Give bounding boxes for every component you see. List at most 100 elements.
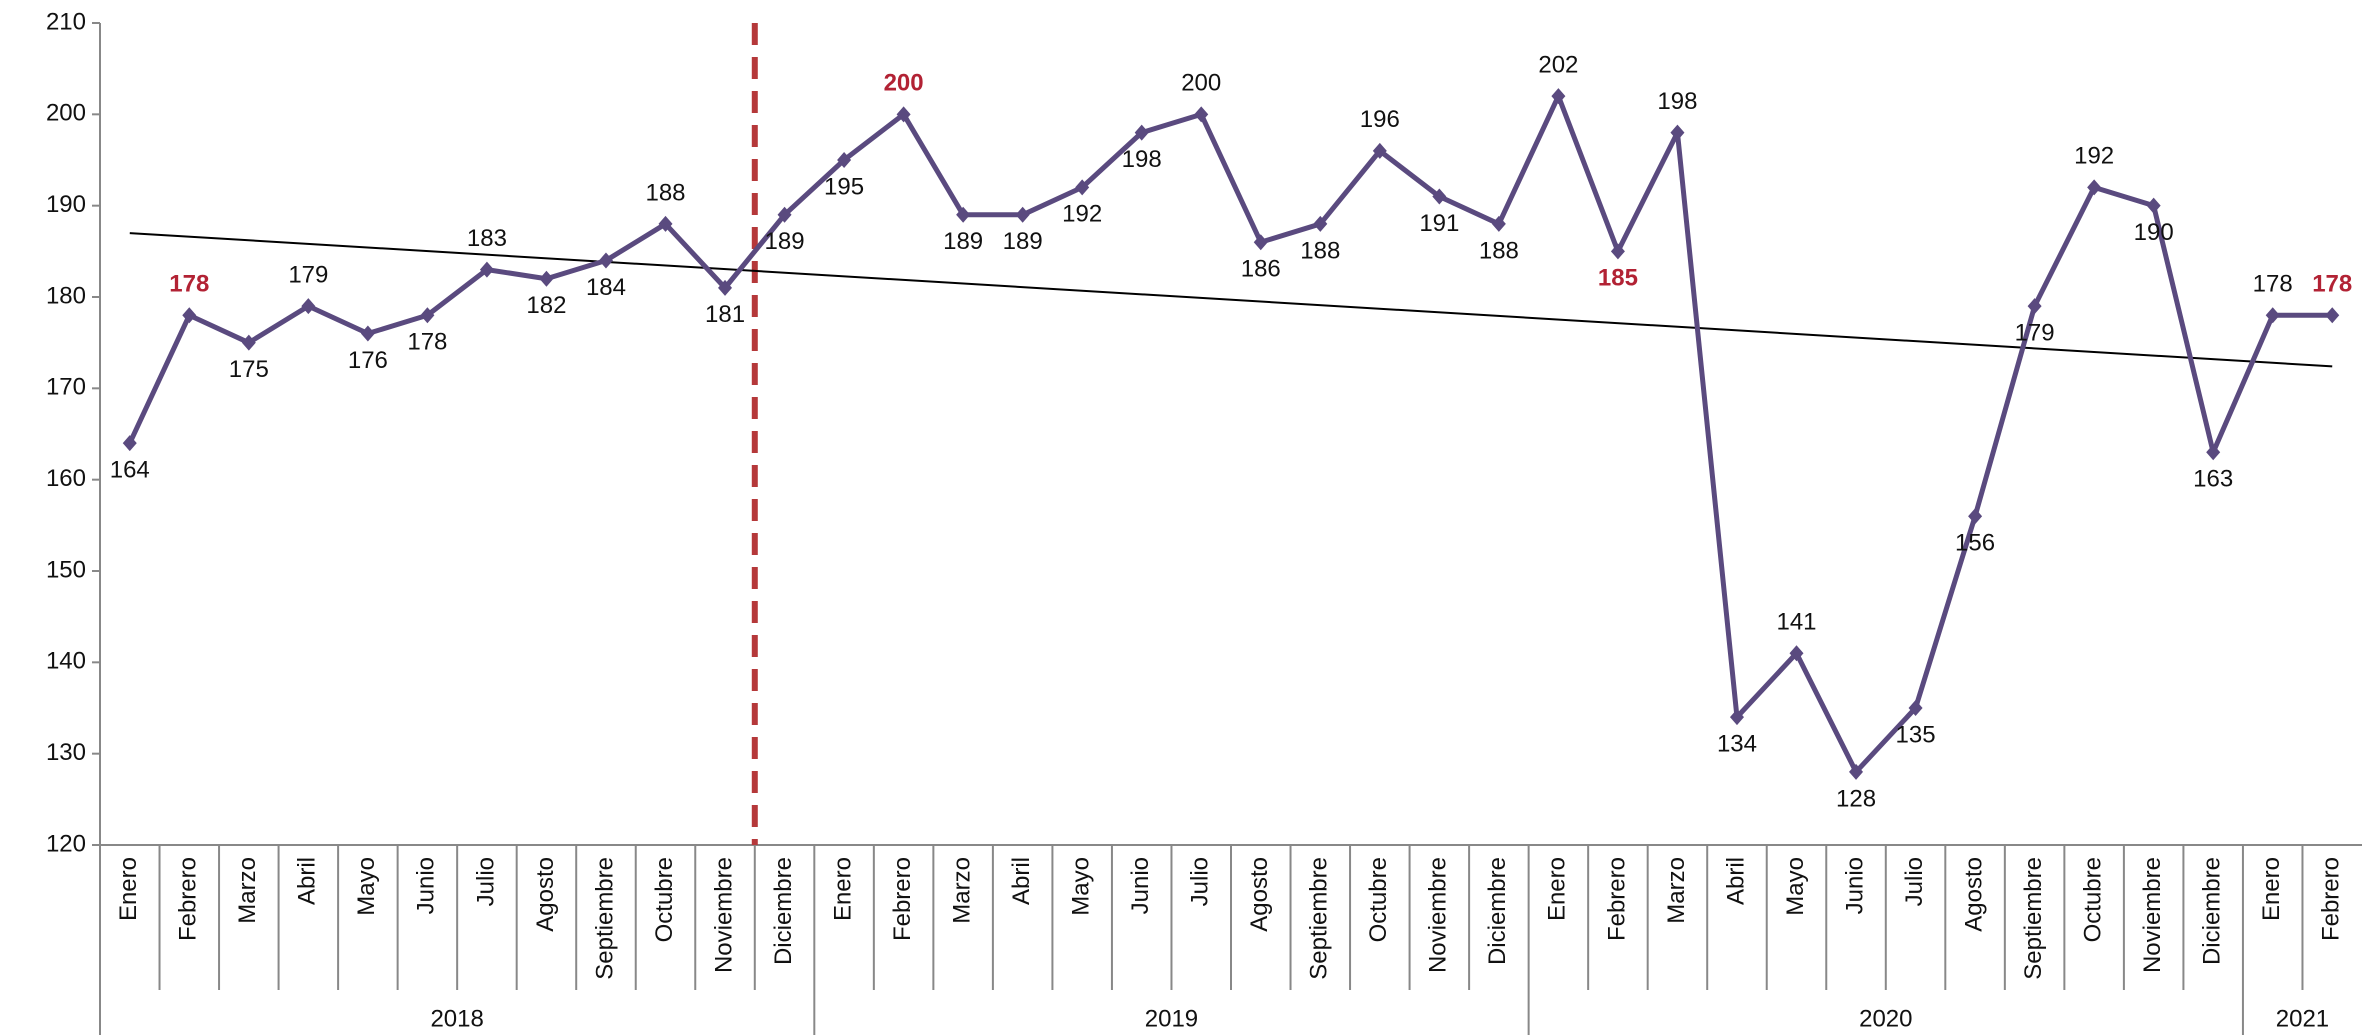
x-tick-label: Agosto <box>1960 857 1987 932</box>
data-point <box>1849 763 1864 780</box>
data-point <box>896 106 911 123</box>
data-label: 189 <box>943 228 983 255</box>
x-tick-label: Abril <box>1722 857 1749 905</box>
group-label: 2019 <box>1145 1005 1198 1032</box>
x-tick-label: Junio <box>1841 857 1868 914</box>
data-point <box>1432 188 1447 205</box>
data-label: 189 <box>1003 228 1043 255</box>
x-tick-label: Noviembre <box>2139 857 2166 973</box>
x-tick-label: Julio <box>1901 857 1928 906</box>
data-label: 188 <box>645 179 685 206</box>
x-tick-label: Noviembre <box>710 857 737 973</box>
data-label: 202 <box>1538 51 1578 78</box>
data-label: 198 <box>1657 88 1697 115</box>
data-point <box>1134 124 1149 141</box>
x-tick-label: Julio <box>472 857 499 906</box>
x-tick-label: Marzo <box>948 857 975 924</box>
data-label: 185 <box>1598 265 1638 292</box>
data-point <box>301 298 316 315</box>
x-tick-label: Febrero <box>2318 857 2345 941</box>
data-label: 178 <box>169 271 209 298</box>
y-tick-label: 190 <box>46 191 86 218</box>
x-tick-label: Septiembre <box>1306 857 1333 980</box>
data-label: 183 <box>467 225 507 252</box>
data-line <box>127 93 2333 775</box>
data-point <box>1015 206 1030 223</box>
x-tick-label: Septiembre <box>2020 857 2047 980</box>
x-tick-label: Mayo <box>1068 857 1095 916</box>
y-tick-label: 200 <box>46 100 86 127</box>
data-label: 186 <box>1241 256 1281 283</box>
data-label: 178 <box>2312 271 2352 298</box>
data-label: 200 <box>884 70 924 97</box>
x-tick-label: Abril <box>1008 857 1035 905</box>
data-label: 179 <box>2015 319 2055 346</box>
x-tick-label: Enero <box>829 857 856 921</box>
data-label: 134 <box>1717 730 1757 757</box>
data-point <box>1253 234 1268 251</box>
data-label: 182 <box>526 292 566 319</box>
data-point <box>1551 88 1566 105</box>
data-point <box>2027 298 2042 315</box>
data-point <box>1670 124 1685 141</box>
data-point <box>182 307 197 324</box>
data-label: 198 <box>1122 146 1162 173</box>
data-point <box>2265 307 2280 324</box>
data-point <box>956 206 971 223</box>
x-tick-label: Septiembre <box>591 857 618 980</box>
x-tick-label: Marzo <box>1663 857 1690 924</box>
data-label: 191 <box>1419 210 1459 237</box>
y-tick-label: 120 <box>46 830 86 857</box>
x-tick-label: Febrero <box>889 857 916 941</box>
x-tick-label: Diciembre <box>1484 857 1511 965</box>
data-label: 176 <box>348 347 388 374</box>
data-label: 175 <box>229 356 269 383</box>
x-tick-label: Octubre <box>1365 857 1392 942</box>
x-tick-label: Abril <box>294 857 321 905</box>
data-label: 135 <box>1896 721 1936 748</box>
x-tick-label: Octubre <box>651 857 678 942</box>
y-tick-label: 210 <box>46 8 86 35</box>
x-tick-label: Agosto <box>1246 857 1273 932</box>
x-tick-label: Febrero <box>1603 857 1630 941</box>
data-point <box>2206 444 2221 461</box>
data-label: 141 <box>1776 609 1816 636</box>
data-point <box>1075 179 1090 196</box>
y-tick-label: 170 <box>46 374 86 401</box>
x-tick-label: Enero <box>115 857 142 921</box>
x-tick-label: Junio <box>1127 857 1154 914</box>
data-label: 190 <box>2134 219 2174 246</box>
data-point <box>1610 243 1625 260</box>
data-point <box>420 307 435 324</box>
data-point <box>1372 142 1387 159</box>
group-label: 2020 <box>1859 1005 1912 1032</box>
data-point <box>1491 215 1506 232</box>
data-label: 179 <box>288 261 328 288</box>
x-tick-label: Enero <box>2258 857 2285 921</box>
x-tick-label: Marzo <box>234 857 261 924</box>
x-tick-label: Diciembre <box>2199 857 2226 965</box>
data-label: 164 <box>110 456 150 483</box>
data-point <box>598 252 613 269</box>
x-tick-label: Agosto <box>532 857 559 932</box>
data-label: 195 <box>824 173 864 200</box>
data-label: 178 <box>407 329 447 356</box>
data-point <box>837 152 852 168</box>
y-tick-label: 150 <box>46 556 86 583</box>
y-tick-label: 180 <box>46 282 86 309</box>
x-tick-label: Julio <box>1187 857 1214 906</box>
x-tick-label: Junio <box>413 857 440 914</box>
data-point <box>360 325 375 342</box>
data-label: 188 <box>1479 237 1519 264</box>
data-point <box>122 435 137 452</box>
data-point <box>539 270 554 287</box>
x-tick-label: Enero <box>1544 857 1571 921</box>
data-point <box>1194 106 1209 123</box>
x-tick-label: Diciembre <box>770 857 797 965</box>
x-tick-label: Octubre <box>2079 857 2106 942</box>
data-point <box>1729 709 1744 726</box>
data-point <box>1968 508 1983 525</box>
data-label: 128 <box>1836 785 1876 812</box>
data-label: 200 <box>1181 70 1221 97</box>
